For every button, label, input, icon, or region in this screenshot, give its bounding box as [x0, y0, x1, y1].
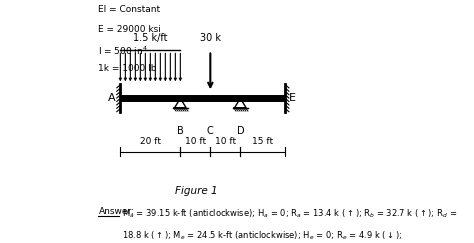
Text: E: E — [289, 93, 296, 103]
Text: A: A — [109, 93, 116, 103]
Text: C: C — [207, 126, 214, 136]
Text: 10 ft: 10 ft — [215, 137, 236, 146]
Text: B: B — [177, 126, 184, 136]
Text: 18.8 k ($\uparrow$); M$_{e}$ = 24.5 k-ft (anticlockwise); H$_{e}$ = 0; R$_{e}$ =: 18.8 k ($\uparrow$); M$_{e}$ = 24.5 k-ft… — [122, 229, 403, 242]
Text: 20 ft: 20 ft — [140, 137, 161, 146]
Text: M$_{a}$ = 39.15 k-ft (anticlockwise); H$_{a}$ = 0; R$_{a}$ = 13.4 k ($\uparrow$): M$_{a}$ = 39.15 k-ft (anticlockwise); H$… — [122, 208, 457, 220]
Text: Figure 1: Figure 1 — [174, 186, 217, 196]
Text: I = 500 in$^4$: I = 500 in$^4$ — [99, 44, 148, 57]
Text: Answer:: Answer: — [99, 208, 135, 217]
Text: 10 ft: 10 ft — [185, 137, 206, 146]
Text: E = 29000 ksi: E = 29000 ksi — [99, 25, 161, 34]
Text: 1.5 k/ft: 1.5 k/ft — [133, 33, 168, 43]
Text: 1k = 1000 lb: 1k = 1000 lb — [99, 64, 157, 73]
Text: D: D — [237, 126, 244, 136]
Text: 30 k: 30 k — [200, 33, 221, 43]
Text: 15 ft: 15 ft — [252, 137, 273, 146]
Text: EI = Constant: EI = Constant — [99, 5, 161, 14]
